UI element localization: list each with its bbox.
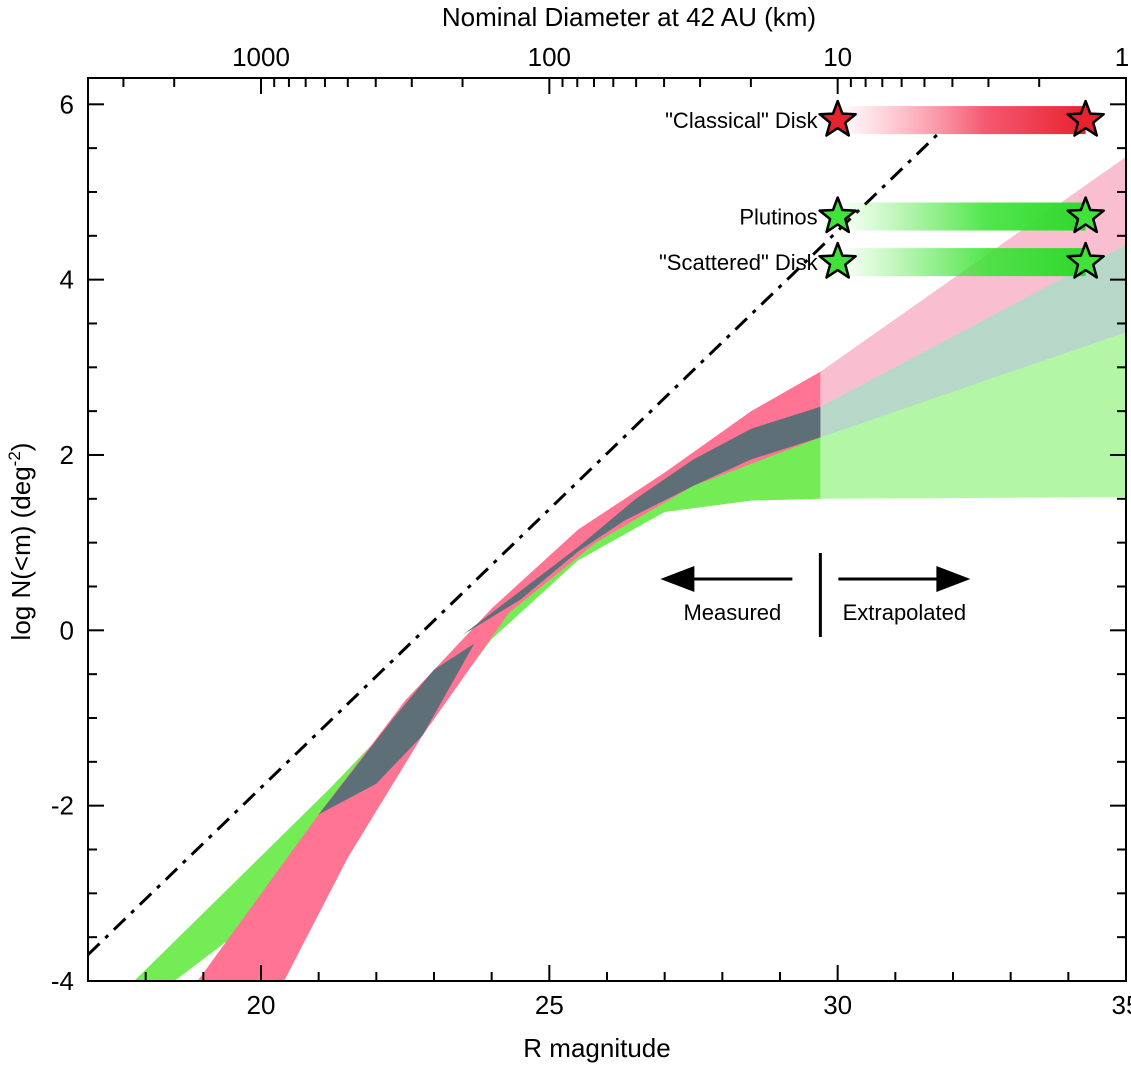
overlap-band-upper xyxy=(462,406,821,635)
population-star-icon xyxy=(818,241,857,279)
measured-label: Measured xyxy=(683,600,781,625)
y-axis-title: log N(<m) (deg-2) xyxy=(5,443,36,641)
population-star-icon xyxy=(818,196,857,234)
top-axis-title: Nominal Diameter at 42 AU (km) xyxy=(442,2,816,32)
y-tick-label: 4 xyxy=(60,265,74,295)
y-tick-label: -4 xyxy=(51,966,74,996)
top-tick-label: 100 xyxy=(528,42,571,72)
population-band xyxy=(837,248,1086,277)
green-band xyxy=(134,406,821,981)
population-star-icon xyxy=(1066,196,1105,234)
y-tick-label: 0 xyxy=(60,615,74,645)
top-tick-label: 1 xyxy=(1115,42,1129,72)
population-label: "Scattered" Disk xyxy=(659,250,819,275)
population-star-icon xyxy=(1066,241,1105,279)
population-star-icon xyxy=(818,99,857,137)
x-axis-title: R magnitude xyxy=(523,1033,670,1063)
x-tick-label: 25 xyxy=(535,990,564,1020)
top-tick-label: 1000 xyxy=(232,42,290,72)
extrapolated-arrowhead-icon xyxy=(936,566,971,592)
top-tick-label: 10 xyxy=(823,42,852,72)
red-band xyxy=(197,371,821,981)
population-band xyxy=(837,106,1086,135)
population-label: Plutinos xyxy=(739,205,817,230)
extrapolated-label: Extrapolated xyxy=(843,600,967,625)
y-tick-label: -2 xyxy=(51,791,74,821)
measured-arrowhead-icon xyxy=(660,566,695,592)
overlap-extrapolated xyxy=(820,244,1126,438)
population-star-icon xyxy=(1066,99,1105,137)
overlap-band-lower xyxy=(318,643,475,815)
x-tick-label: 35 xyxy=(1112,990,1131,1020)
y-tick-label: 2 xyxy=(60,440,74,470)
y-axis-title-superscript: -2 xyxy=(5,451,24,466)
x-tick-label: 30 xyxy=(823,990,852,1020)
population-band xyxy=(837,202,1086,231)
population-label: "Classical" Disk xyxy=(665,108,819,133)
x-tick-label: 20 xyxy=(247,990,276,1020)
y-tick-label: 6 xyxy=(60,89,74,119)
